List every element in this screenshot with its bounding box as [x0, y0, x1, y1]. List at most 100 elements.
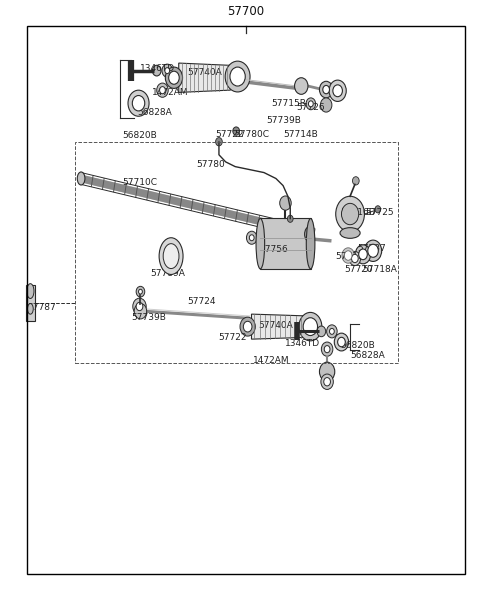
- Text: 57739B: 57739B: [266, 116, 301, 125]
- Text: 57700: 57700: [227, 5, 264, 18]
- Text: 57780C: 57780C: [234, 129, 269, 138]
- Circle shape: [216, 138, 222, 146]
- Text: 57722: 57722: [215, 129, 244, 138]
- Circle shape: [334, 333, 348, 351]
- Circle shape: [336, 196, 364, 232]
- Circle shape: [321, 98, 332, 112]
- Polygon shape: [179, 63, 230, 93]
- Circle shape: [368, 244, 378, 257]
- Circle shape: [243, 321, 252, 332]
- Circle shape: [320, 362, 335, 381]
- Ellipse shape: [305, 227, 314, 242]
- Bar: [25, 285, 35, 321]
- Text: 57720: 57720: [344, 265, 373, 274]
- Text: 57715B: 57715B: [271, 99, 306, 108]
- Text: 57756: 57756: [259, 245, 288, 254]
- Ellipse shape: [77, 172, 85, 185]
- Circle shape: [299, 312, 322, 341]
- Circle shape: [132, 96, 145, 111]
- Circle shape: [303, 318, 318, 336]
- Circle shape: [359, 249, 367, 260]
- Polygon shape: [252, 314, 304, 339]
- Circle shape: [322, 342, 333, 356]
- Text: 56820B: 56820B: [122, 131, 156, 140]
- Circle shape: [225, 61, 250, 92]
- Circle shape: [134, 304, 147, 319]
- Circle shape: [324, 346, 330, 353]
- Circle shape: [165, 67, 182, 89]
- Circle shape: [168, 71, 179, 84]
- Circle shape: [153, 65, 161, 76]
- Text: 57710C: 57710C: [123, 178, 158, 187]
- Circle shape: [320, 81, 333, 98]
- Text: 56828A: 56828A: [137, 108, 172, 116]
- Circle shape: [295, 78, 308, 94]
- Circle shape: [317, 326, 325, 337]
- Ellipse shape: [306, 219, 315, 269]
- Text: 1346TD: 1346TD: [140, 64, 175, 73]
- Bar: [260, 219, 311, 269]
- Circle shape: [329, 80, 346, 102]
- Circle shape: [351, 254, 358, 263]
- Text: 57724: 57724: [187, 296, 216, 306]
- Circle shape: [165, 68, 169, 74]
- Circle shape: [364, 240, 382, 261]
- Circle shape: [233, 127, 240, 135]
- Ellipse shape: [27, 304, 33, 314]
- Ellipse shape: [256, 219, 264, 269]
- Circle shape: [352, 176, 359, 185]
- Circle shape: [326, 325, 337, 338]
- Circle shape: [349, 251, 360, 266]
- Text: 57740A: 57740A: [187, 68, 222, 77]
- Circle shape: [128, 90, 149, 116]
- Circle shape: [321, 374, 333, 390]
- Text: 57780: 57780: [196, 160, 225, 169]
- Ellipse shape: [27, 284, 34, 298]
- Text: 57718A: 57718A: [362, 265, 397, 274]
- Circle shape: [324, 378, 330, 386]
- Circle shape: [246, 231, 257, 244]
- Text: 56828A: 56828A: [350, 350, 385, 359]
- Text: 57789A: 57789A: [150, 269, 185, 278]
- Circle shape: [337, 337, 345, 347]
- Circle shape: [280, 196, 291, 210]
- Circle shape: [329, 328, 334, 334]
- Text: 57714B: 57714B: [283, 129, 318, 138]
- Text: 57787: 57787: [27, 302, 56, 312]
- Circle shape: [288, 215, 293, 222]
- Circle shape: [159, 87, 165, 94]
- Circle shape: [136, 302, 143, 311]
- Text: 57726: 57726: [297, 103, 325, 112]
- Bar: [75, 142, 398, 364]
- Circle shape: [355, 245, 371, 264]
- Circle shape: [230, 67, 245, 86]
- Circle shape: [344, 251, 352, 260]
- Circle shape: [344, 251, 352, 260]
- Ellipse shape: [340, 228, 360, 238]
- Text: 1346TD: 1346TD: [285, 339, 320, 347]
- Circle shape: [306, 98, 316, 110]
- Text: 57716D: 57716D: [340, 208, 376, 217]
- Text: 1472AM: 1472AM: [253, 356, 289, 365]
- Circle shape: [133, 298, 146, 315]
- Circle shape: [375, 206, 381, 213]
- Circle shape: [341, 203, 359, 225]
- Circle shape: [139, 289, 143, 294]
- Circle shape: [136, 286, 145, 297]
- Circle shape: [157, 83, 168, 97]
- Ellipse shape: [159, 238, 183, 274]
- Text: 57740A: 57740A: [258, 321, 293, 330]
- Circle shape: [240, 317, 255, 336]
- Text: 57722: 57722: [218, 333, 247, 342]
- Text: 57737: 57737: [357, 244, 386, 253]
- Circle shape: [342, 248, 354, 263]
- Text: 56820B: 56820B: [340, 341, 375, 350]
- Circle shape: [309, 101, 313, 107]
- Circle shape: [162, 64, 172, 77]
- Text: 1472AM: 1472AM: [152, 88, 189, 97]
- Text: 57739B: 57739B: [131, 313, 166, 322]
- Text: 57725: 57725: [365, 208, 394, 217]
- Circle shape: [333, 85, 342, 97]
- Text: 57719: 57719: [336, 252, 364, 261]
- Ellipse shape: [163, 244, 179, 268]
